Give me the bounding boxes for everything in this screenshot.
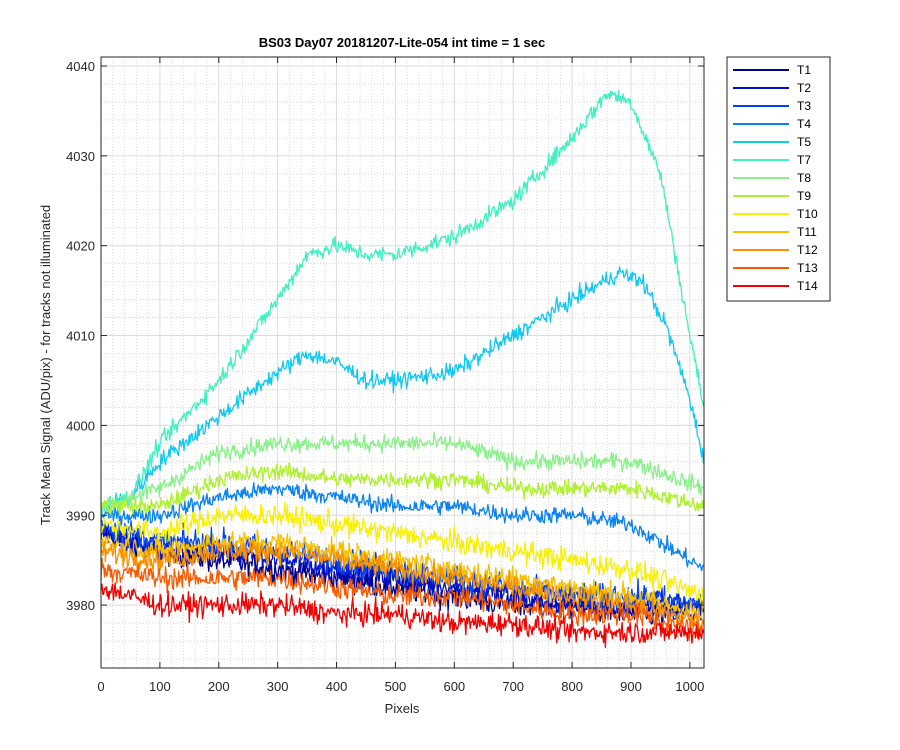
legend-label-t12: T12: [797, 243, 818, 257]
series-line-t10: [100, 502, 705, 609]
series-line-t13: [100, 557, 705, 642]
y-tick-label: 3990: [66, 508, 95, 523]
x-tick-label: 600: [443, 679, 465, 694]
legend-label-t2: T2: [797, 81, 811, 95]
x-tick-label: 500: [385, 679, 407, 694]
series-line-t12: [100, 539, 705, 633]
series-line-t8: [100, 431, 704, 516]
series-line-t7: [100, 89, 705, 516]
series-line-t14: [100, 582, 705, 648]
legend-label-t9: T9: [797, 189, 811, 203]
legend-label-t13: T13: [797, 261, 818, 275]
legend-label-t8: T8: [797, 171, 811, 185]
x-tick-label: 1000: [675, 679, 704, 694]
legend-label-t4: T4: [797, 117, 811, 131]
x-tick-label: 100: [149, 679, 171, 694]
axes: 0 100 200 300 400 500 600 700 800 900 1000 3980 3990…: [66, 56, 705, 694]
y-tick-label: 4030: [66, 149, 95, 164]
chart-title: BS03 Day07 20181207-Lite-054 int time = …: [259, 35, 546, 50]
x-tick-label: 700: [502, 679, 524, 694]
series-line-t9: [100, 461, 705, 516]
legend-label-t14: T14: [797, 279, 818, 293]
y-tick-label: 4020: [66, 239, 95, 254]
y-axis-label: Track Mean Signal (ADU/pix) - for tracks…: [38, 205, 53, 525]
series-line-t4: [100, 482, 705, 572]
axes-box: [100, 56, 705, 669]
x-tick-label: 0: [97, 679, 104, 694]
y-tick-label: 4010: [66, 329, 95, 344]
y-tick-label: 4000: [66, 418, 95, 433]
series-layer: [100, 89, 705, 648]
y-tick-label: 3980: [66, 598, 95, 613]
legend-label-t10: T10: [797, 207, 818, 221]
x-tick-label: 400: [326, 679, 348, 694]
x-tick-label: 800: [561, 679, 583, 694]
x-axis-label: Pixels: [385, 701, 420, 716]
legend-label-t7: T7: [797, 153, 811, 167]
x-tick-label: 200: [208, 679, 230, 694]
legend-label-t1: T1: [797, 63, 811, 77]
legend: T1 T2 T3 T4 T5 T7 T8 T9 T10 T11 T12 T13 T14: [726, 56, 831, 302]
legend-label-t3: T3: [797, 99, 811, 113]
x-tick-label: 300: [267, 679, 289, 694]
legend-label-t5: T5: [797, 135, 811, 149]
y-tick-label: 4040: [66, 59, 95, 74]
x-tick-label: 900: [620, 679, 642, 694]
series-line-t5: [100, 266, 705, 513]
legend-label-t11: T11: [797, 225, 817, 239]
